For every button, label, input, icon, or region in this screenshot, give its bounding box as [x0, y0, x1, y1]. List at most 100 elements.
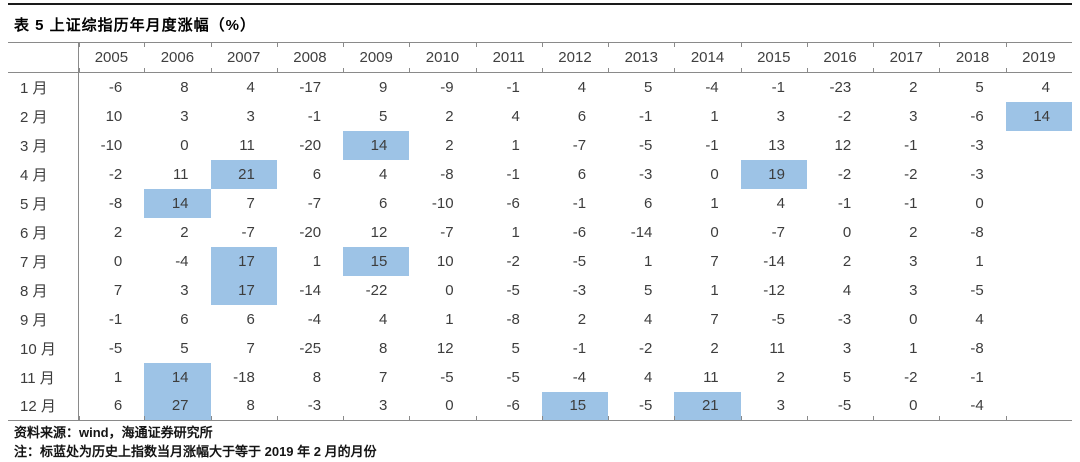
value-cell-highlighted: 17 [210, 246, 277, 276]
value-cell: 0 [445, 281, 454, 299]
value-cell: -14 [299, 281, 322, 299]
value-cell: 0 [180, 136, 189, 154]
table-row: 6 月 2 2 -7 -20 12 -7 1 -6 -14 0 -7 0 2 -8 [8, 217, 1072, 247]
value-cell: 1 [644, 252, 653, 270]
value-cell: -1 [108, 310, 123, 328]
value-cell: -10 [100, 136, 123, 154]
value-cell: -6 [506, 194, 520, 212]
value-cell: -2 [904, 368, 918, 386]
value-cell: 1 [975, 252, 984, 270]
value-cell: 2 [909, 223, 918, 241]
value-cell: 5 [180, 339, 189, 357]
year-header: 2017 [873, 42, 940, 73]
value-cell: -14 [763, 252, 785, 270]
value-cell: -3 [970, 136, 984, 154]
year-header: 2013 [608, 42, 675, 73]
value-cell: 5 [378, 107, 388, 125]
value-cell: 1 [113, 368, 123, 386]
value-cell: -1 [705, 136, 719, 154]
year-header: 2012 [541, 42, 609, 73]
value-cell: -1 [639, 107, 653, 125]
value-cell: 2 [909, 78, 918, 96]
year-header: 2019 [1005, 42, 1072, 73]
value-cell: 1 [710, 194, 719, 212]
value-cell: -8 [506, 310, 520, 328]
table-row: 8 月 7 3 17 -14 -22 0 -5 -3 5 1 -12 4 3 -5 [8, 275, 1072, 305]
month-label: 4 月 [8, 159, 79, 189]
value-cell: -2 [837, 165, 852, 183]
value-cell: -1 [904, 194, 918, 212]
value-cell: 4 [842, 281, 852, 299]
value-cell: -5 [806, 391, 874, 421]
value-cell: -5 [639, 136, 653, 154]
value-cell: 5 [511, 339, 520, 357]
value-cell: 8 [180, 78, 189, 96]
value-cell: 2 [445, 136, 454, 154]
table-row: 4 月 -2 11 21 6 4 -8 -1 6 -3 0 19 -2 -2 -3 [8, 159, 1072, 189]
value-cell: -5 [440, 368, 454, 386]
value-cell-highlighted: 21 [674, 391, 741, 421]
value-cell: 6 [312, 165, 322, 183]
value-cell: 11 [703, 368, 719, 386]
value-cell: -6 [475, 391, 542, 421]
value-cell: 3 [842, 339, 852, 357]
value-cell: 1 [445, 310, 454, 328]
value-cell: -5 [572, 252, 587, 270]
value-cell: -5 [970, 281, 984, 299]
table-header: 2005 2006 2007 2008 2009 2010 2011 2012 2013 2014… [8, 42, 1072, 73]
value-cell: 7 [113, 281, 123, 299]
value-cell: -6 [108, 78, 123, 96]
value-cell: 1 [909, 339, 918, 357]
value-cell: -4 [705, 78, 719, 96]
value-cell: 11 [769, 339, 785, 357]
year-header: 2015 [740, 42, 807, 73]
value-cell: -8 [440, 165, 454, 183]
value-cell: 4 [378, 165, 388, 183]
value-cell: 4 [644, 310, 653, 328]
value-cell: 2 [776, 368, 785, 386]
note-line: 注：标蓝处为历史上指数当月涨幅大于等于 2019 年 2 月的月份 [14, 443, 377, 459]
value-cell: -1 [506, 165, 520, 183]
value-cell: 1 [511, 223, 520, 241]
year-header: 2005 [78, 42, 145, 73]
value-cell: 6 [378, 194, 388, 212]
value-cell: 2 [113, 223, 123, 241]
month-label: 7 月 [8, 246, 79, 276]
value-cell: 5 [644, 281, 653, 299]
year-header: 2009 [343, 42, 410, 73]
value-cell: -22 [365, 281, 388, 299]
year-header: 2011 [475, 42, 542, 73]
value-cell: 3 [180, 281, 189, 299]
value-cell: -25 [299, 339, 322, 357]
value-cell-highlighted: 14 [144, 188, 211, 218]
value-cell: 3 [343, 391, 410, 421]
value-cell-highlighted: 15 [343, 246, 410, 276]
value-cell-highlighted: 21 [210, 159, 277, 189]
value-cell: 7 [710, 252, 719, 270]
value-cell: 5 [644, 78, 653, 96]
value-cell: 12 [834, 136, 852, 154]
value-cell-highlighted: 19 [740, 159, 807, 189]
value-cell: 7 [246, 194, 255, 212]
value-cell: 8 [210, 391, 277, 421]
value-cell: 0 [710, 223, 719, 241]
header-row: 2005 2006 2007 2008 2009 2010 2011 2012 2013 2014… [8, 42, 1072, 73]
value-cell: -1 [572, 194, 587, 212]
month-label: 10 月 [8, 333, 79, 363]
month-label: 3 月 [8, 130, 79, 160]
value-cell [1006, 334, 1072, 363]
value-cell: -2 [506, 252, 520, 270]
table-title: 表 5 上证综指历年月度涨幅（%） [14, 17, 257, 34]
month-label: 12 月 [8, 391, 79, 421]
value-cell [1006, 131, 1072, 160]
value-cell: 4 [776, 194, 785, 212]
value-cell: 1 [710, 281, 719, 299]
top-divider [8, 3, 1072, 5]
month-label: 6 月 [8, 217, 79, 247]
value-cell: 6 [644, 194, 653, 212]
value-cell: 6 [246, 310, 255, 328]
value-cell: 2 [180, 223, 189, 241]
month-label: 9 月 [8, 304, 79, 334]
value-cell: 5 [975, 78, 984, 96]
value-cell: 6 [180, 310, 189, 328]
